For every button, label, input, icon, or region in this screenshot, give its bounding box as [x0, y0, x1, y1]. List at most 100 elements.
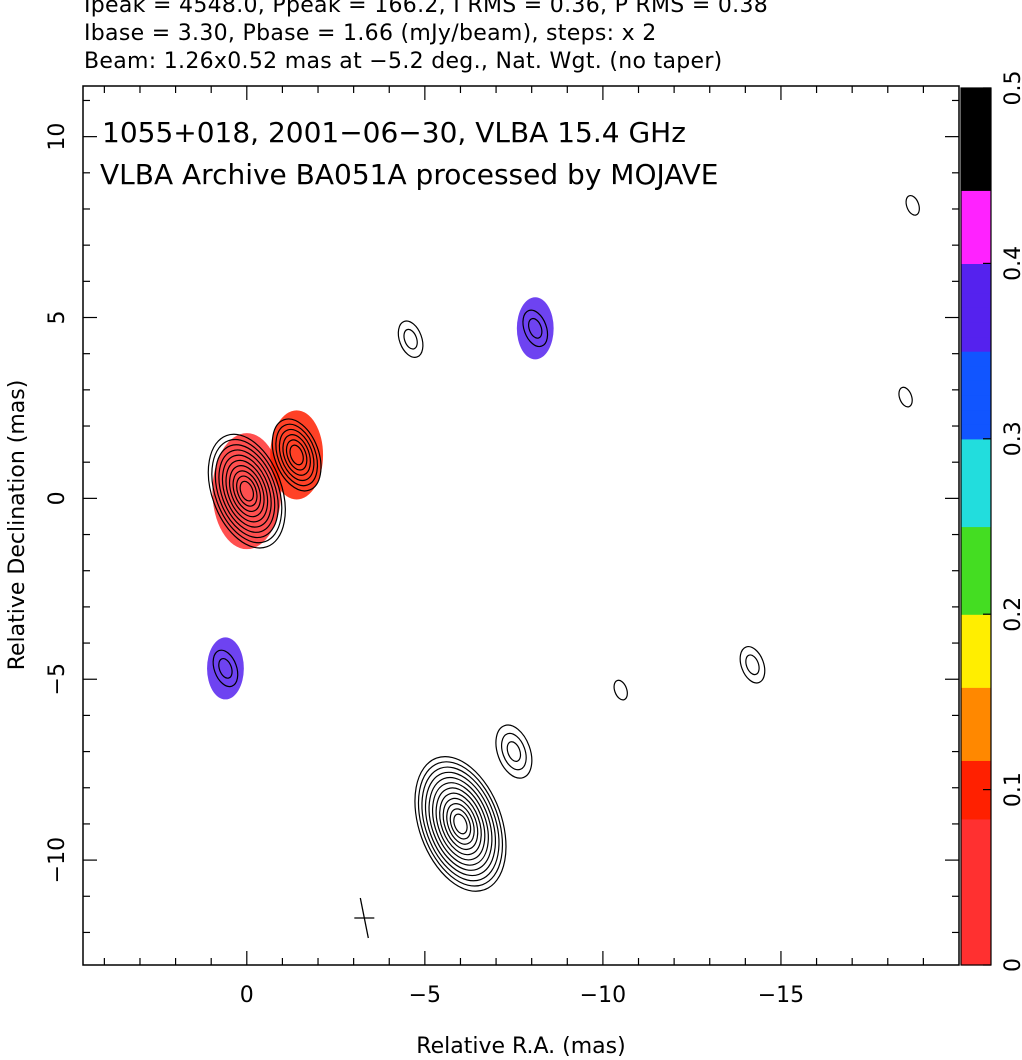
contour-0-7 [214, 444, 279, 539]
colorbar-segment [961, 146, 991, 162]
colorbar-tick-label: 0.1 [1001, 772, 1022, 807]
polarization-patch-4 [207, 637, 244, 700]
y-tick-label: −5 [45, 663, 70, 695]
contour-0-3 [228, 465, 265, 518]
contour-1-1 [285, 439, 308, 471]
colorbar-segment [961, 409, 991, 425]
polarization-patch-3 [516, 297, 554, 360]
colorbar-segment [961, 541, 991, 557]
contour-5-1 [449, 808, 472, 840]
colorbar-segment [961, 687, 991, 703]
contour-3-1 [522, 309, 549, 348]
colorbar-segment [961, 468, 991, 484]
contour-4-0 [218, 657, 233, 679]
colorbar-segment [961, 891, 991, 908]
colorbar-segment [961, 424, 991, 440]
x-tick-label: −15 [758, 983, 804, 1008]
colorbar-segment [961, 950, 991, 966]
contour-0-1 [236, 475, 258, 507]
y-tick-label: 0 [45, 491, 70, 505]
contour-5-11 [414, 756, 507, 892]
colorbar-segment [961, 438, 991, 455]
map-title-line-2: VLBA Archive BA051A processed by MOJAVE [100, 158, 718, 191]
y-tick-label: 10 [45, 123, 70, 151]
colorbar-segment [961, 658, 991, 674]
contour-5-4 [439, 792, 482, 856]
colorbar-segment [961, 774, 991, 791]
colorbar-segment [961, 906, 991, 922]
map-layer [207, 194, 920, 939]
colorbar-segment [961, 643, 991, 659]
contour-4-1 [212, 649, 239, 688]
colorbar-segment [961, 526, 991, 542]
contour-0-2 [232, 470, 262, 512]
colorbar-segment [961, 716, 991, 732]
colorbar-segment [961, 88, 991, 104]
colorbar: 0 0.1 0.2 0.3 0.4 0.5 [960, 71, 1022, 972]
contour-5-9 [421, 766, 500, 882]
contour-7-0 [613, 679, 628, 701]
colorbar-segment [961, 263, 991, 279]
contour-1-5 [271, 418, 322, 492]
contour-2-0 [403, 328, 418, 350]
axis-ticks: 0 −5 −10 −15 −10 −5 0 5 10 [45, 86, 959, 1008]
contour-0-8 [211, 438, 283, 544]
contour-9-0 [905, 194, 920, 216]
colorbar-segment [961, 292, 991, 308]
colorbar-segment [961, 731, 991, 747]
contour-3-0 [528, 317, 543, 339]
header-line-3: Beam: 1.26x0.52 mas at −5.2 deg., Nat. W… [84, 49, 723, 74]
contour-1-3 [278, 428, 315, 482]
colorbar-segment [961, 365, 991, 381]
colorbar-segment [961, 614, 991, 630]
contour-0-6 [218, 449, 276, 533]
colorbar-segment [961, 804, 991, 820]
colorbar-frame [960, 87, 992, 966]
colorbar-tick-label: 0 [1001, 958, 1022, 972]
colorbar-segment [961, 862, 991, 878]
contour-6-1 [500, 732, 527, 771]
colorbar-segment [961, 234, 991, 250]
contour-6-0 [506, 741, 522, 762]
contour-8-0 [745, 654, 760, 676]
contour-5-5 [435, 787, 486, 861]
contour-5-8 [424, 771, 496, 877]
colorbar-segment [961, 321, 991, 338]
contour-5-3 [442, 797, 479, 851]
colorbar-segment [961, 102, 991, 118]
contour-1-4 [275, 423, 319, 487]
contour-0-9 [207, 433, 286, 549]
colorbar-segment [961, 570, 991, 586]
contour-6-2 [495, 724, 533, 779]
contour-10-0 [898, 386, 913, 408]
colorbar-segment [961, 394, 991, 411]
colorbar-segment [961, 935, 991, 951]
colorbar-segment [961, 921, 991, 937]
colorbar-tick-label: 0.2 [1001, 597, 1022, 632]
colorbar-segment [961, 351, 991, 367]
colorbar-segment [961, 745, 991, 761]
contour-5-2 [446, 803, 475, 845]
colorbar-segment [961, 789, 991, 805]
plot-frame [82, 85, 960, 966]
colorbar-segment [961, 584, 991, 601]
colorbar-segment [961, 190, 991, 206]
colorbar-tick-label: 0.4 [1001, 246, 1022, 281]
colorbar-segment [961, 482, 991, 498]
colorbar-segment [961, 131, 991, 148]
colorbar-segment [961, 628, 991, 645]
colorbar-segment [961, 701, 991, 718]
colorbar-segment [961, 877, 991, 893]
y-tick-label: 5 [45, 311, 70, 325]
colorbar-segment [961, 278, 991, 294]
colorbar-segment [961, 219, 991, 235]
map-title-line-1: 1055+018, 2001−06−30, VLBA 15.4 GHz [102, 116, 686, 149]
x-axis-label: Relative R.A. (mas) [416, 1034, 625, 1059]
colorbar-segment [961, 204, 991, 221]
colorbar-segment [961, 555, 991, 571]
colorbar-segment [961, 453, 991, 469]
contour-1-2 [282, 434, 311, 476]
x-tick-label: 0 [240, 983, 254, 1008]
contour-8-1 [739, 645, 766, 684]
